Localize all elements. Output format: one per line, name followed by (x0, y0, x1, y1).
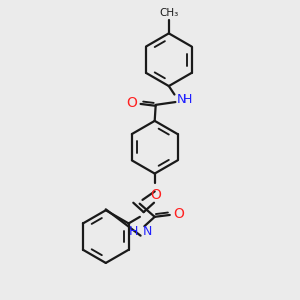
Text: H: H (183, 93, 192, 106)
Text: CH₃: CH₃ (159, 8, 178, 18)
Text: O: O (126, 96, 137, 110)
Text: N: N (176, 93, 186, 106)
Text: N: N (142, 225, 152, 239)
Text: H: H (128, 225, 138, 239)
Text: O: O (150, 188, 161, 202)
Text: O: O (173, 207, 184, 221)
